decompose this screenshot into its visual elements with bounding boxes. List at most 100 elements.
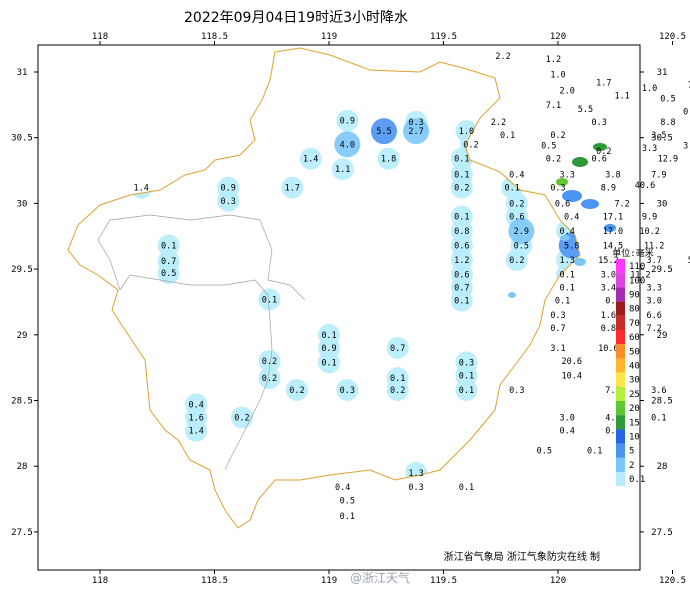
precip-cell <box>508 217 535 244</box>
station-value: 3.0 <box>601 270 616 280</box>
precip-cell <box>386 378 409 401</box>
station-value: 0.3 <box>592 118 607 128</box>
station-value: 3.8 <box>605 170 620 180</box>
precip-cell <box>258 350 281 373</box>
precip-cell <box>299 147 322 170</box>
station-value: 7.0 <box>688 81 690 91</box>
watermark: @浙江天气 <box>350 570 410 585</box>
legend-swatch <box>616 344 625 359</box>
legend-swatch <box>616 259 625 274</box>
station-value: 3.1 <box>550 344 565 354</box>
lon-label-top: 120.5 <box>659 32 686 42</box>
station-value: 0.9 <box>321 344 336 354</box>
station-value: 0.1 <box>321 358 336 368</box>
station-value: 2.7 <box>408 127 423 137</box>
station-value: 0.1 <box>555 297 570 307</box>
station-value: 0.6 <box>454 241 469 251</box>
precip-cell <box>377 147 400 170</box>
station-value: 3.0 <box>559 414 574 424</box>
station-value: 8.8 <box>660 118 675 128</box>
station-value: 5.5 <box>376 127 391 137</box>
station-value: 0.1 <box>454 155 469 165</box>
islands <box>508 143 616 298</box>
legend-label: 60 <box>629 333 640 343</box>
station-value: 0.4 <box>564 213 579 223</box>
lon-label-top: 118.5 <box>201 32 228 42</box>
axes: 118 118 118.5 118.5 119 119 119.5 119.5 120 120 12… <box>11 32 686 586</box>
precip-cell <box>230 406 253 429</box>
precip-cell <box>450 176 473 199</box>
station-value: 0.7 <box>161 257 176 267</box>
station-value: 3.8 <box>683 142 690 152</box>
station-value: 17.1 <box>603 213 623 223</box>
lat-label-left: 31 <box>17 68 28 78</box>
station-value: 3.7 <box>647 256 662 266</box>
lat-label-left: 28 <box>17 462 28 472</box>
station-value: 2.2 <box>491 118 506 128</box>
station-value: 9.9 <box>642 213 657 223</box>
station-value: 1.4 <box>303 155 318 165</box>
lon-label-top: 120 <box>550 32 566 42</box>
station-value: 3.6 <box>651 386 666 396</box>
legend-label: 70 <box>629 319 640 329</box>
station-value: 0.2 <box>390 386 405 396</box>
station-value: 0.1 <box>587 446 602 456</box>
legend-swatch <box>616 415 625 430</box>
station-value: 0.3 <box>459 358 474 368</box>
station-value: 1.3 <box>559 256 574 266</box>
legend-title: 单位:毫米 <box>612 247 653 259</box>
station-value: 4.0 <box>340 140 355 150</box>
station-value: 3.3 <box>559 170 574 180</box>
precip-cell <box>157 250 180 273</box>
lon-label-top: 119.5 <box>430 32 457 42</box>
station-value: 0.1 <box>321 331 336 341</box>
lon-label-bottom: 118.5 <box>201 576 228 586</box>
station-value: 0.3 <box>340 386 355 396</box>
station-value: 15.2 <box>598 256 618 266</box>
precip-cell <box>285 378 308 401</box>
station-value: 2.0 <box>559 86 574 96</box>
lat-label-left: 29 <box>17 331 28 341</box>
lat-label-right: 27.5 <box>651 528 673 538</box>
station-value: 10.4 <box>561 372 581 382</box>
station-value: 0.9 <box>340 117 355 127</box>
legend-label: 10 <box>629 433 640 443</box>
legend-label: 90 <box>629 291 640 301</box>
lat-label-right: 30.5 <box>651 134 673 144</box>
precip-cell <box>450 219 473 242</box>
station-value: 40.6 <box>635 181 655 191</box>
station-value: 1.0 <box>642 84 657 94</box>
station-value: 1.7 <box>596 79 611 89</box>
station-value: 0.3 <box>509 386 524 396</box>
precip-cell <box>318 336 340 359</box>
station-value: 5.2 <box>688 256 690 266</box>
station-value: 0.4 <box>189 400 204 410</box>
legend-swatch <box>616 401 625 416</box>
precip-cell <box>185 406 208 429</box>
legend-label: 100 <box>629 276 645 286</box>
station-value: 0.4 <box>683 107 690 117</box>
station-value: 0.5 <box>537 446 552 456</box>
map-title: 2022年09月04日19时近3小时降水 <box>184 10 408 26</box>
station-value: 0.4 <box>559 227 574 237</box>
station-value: 7.5 <box>605 386 620 396</box>
precip-cell <box>217 176 240 199</box>
station-value: 3.3 <box>642 144 657 154</box>
station-value: 17.0 <box>603 227 623 237</box>
station-value: 2.2 <box>495 52 510 62</box>
station-value: 7.2 <box>614 199 629 209</box>
station-values: 2.21.21.01.71.07.02.01.10.51.52.57.15.50… <box>134 52 690 522</box>
legend-swatch <box>616 443 625 458</box>
station-value: 0.7 <box>454 283 469 293</box>
station-value: 0.1 <box>459 372 474 382</box>
station-value: 0.2 <box>454 184 469 194</box>
station-value: 0.5 <box>340 496 355 506</box>
station-value: 0.1 <box>505 184 520 194</box>
map-frame <box>37 44 641 571</box>
station-value: 3.0 <box>647 297 662 307</box>
station-value: 0.4 <box>335 483 350 493</box>
precip-cell <box>258 367 281 390</box>
legend-swatch <box>616 372 625 387</box>
station-value: 0.7 <box>550 324 565 334</box>
